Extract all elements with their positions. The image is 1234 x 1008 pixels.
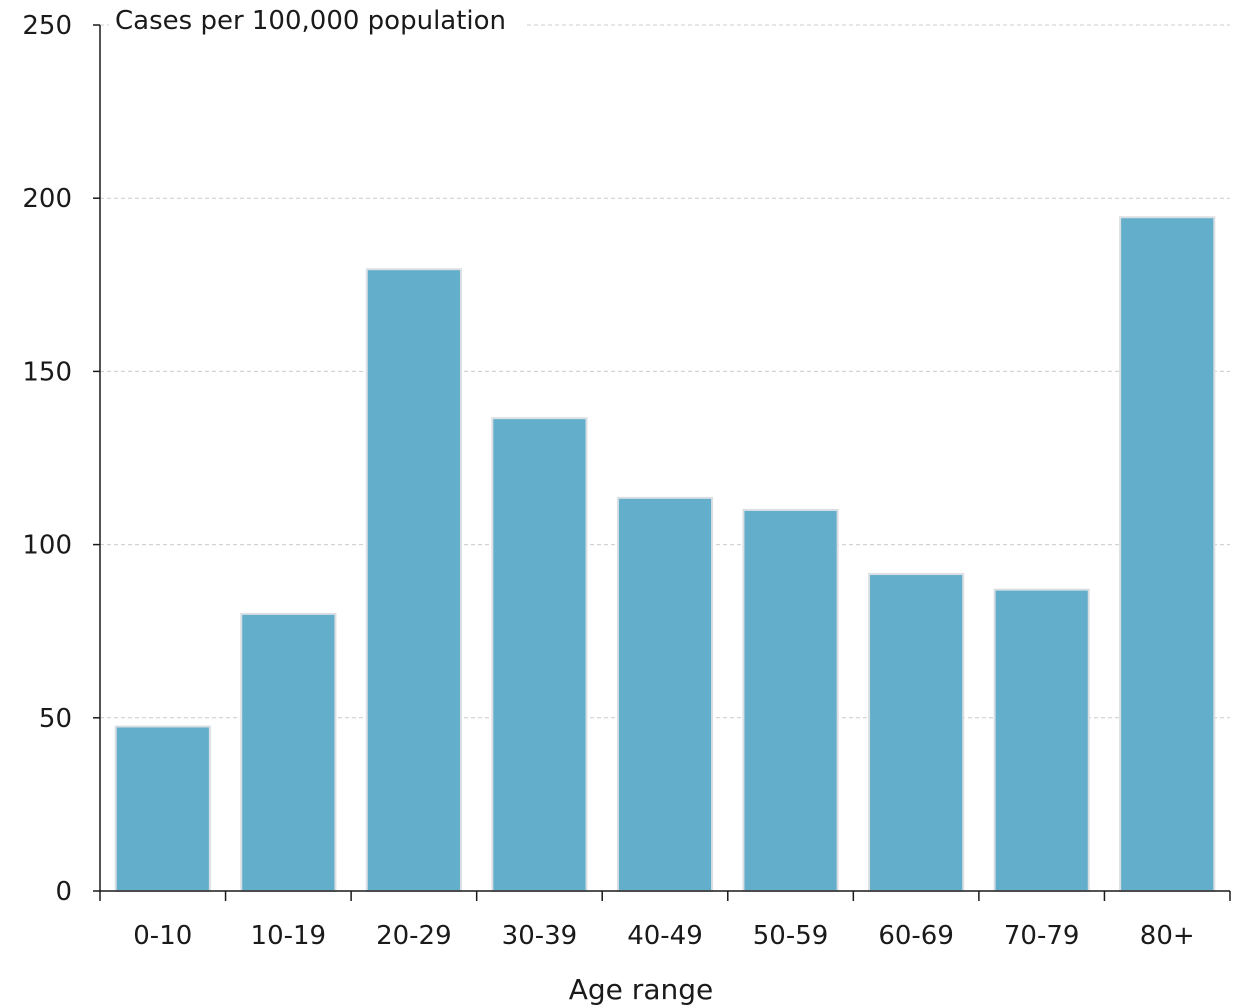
x-tick-label: 0-10 xyxy=(133,921,192,951)
bars xyxy=(114,216,1216,893)
y-tick-label: 250 xyxy=(22,11,72,41)
x-ticks: 0-10 10-19 20-29 30-39 40-49 50-59 60-69 70-79 8… xyxy=(99,891,1231,951)
y-axis-label: Cases per 100,000 population xyxy=(115,6,506,36)
bar-30-39 xyxy=(491,417,588,892)
y-axis-label-background xyxy=(109,6,525,36)
x-tick-label: 80+ xyxy=(1140,921,1195,951)
bar-0-10 xyxy=(114,725,211,893)
x-tick-label: 10-19 xyxy=(251,921,327,951)
axes xyxy=(99,25,1230,892)
bar-80+ xyxy=(1119,216,1216,892)
x-tick-label: 40-49 xyxy=(627,921,703,951)
bar-50-59 xyxy=(742,508,839,892)
y-tick-label: 0 xyxy=(55,877,72,907)
bar-20-29 xyxy=(365,268,462,893)
y-tick-label: 200 xyxy=(22,184,72,214)
y-tick-label: 100 xyxy=(22,531,72,561)
bar-60-69 xyxy=(868,573,965,892)
y-tick-label: 150 xyxy=(22,357,72,387)
x-tick-label: 70-79 xyxy=(1004,921,1080,951)
x-axis-label: Age range xyxy=(569,973,713,1006)
bar-10-19 xyxy=(240,612,337,892)
x-tick-label: 30-39 xyxy=(502,921,578,951)
y-ticks: 0 50 100 150 200 250 xyxy=(22,11,100,907)
x-tick-label: 20-29 xyxy=(376,921,452,951)
x-tick-label: 60-69 xyxy=(878,921,954,951)
bar-70-79 xyxy=(993,588,1090,893)
y-tick-label: 50 xyxy=(39,704,72,734)
x-tick-label: 50-59 xyxy=(753,921,829,951)
bar-40-49 xyxy=(616,496,714,892)
